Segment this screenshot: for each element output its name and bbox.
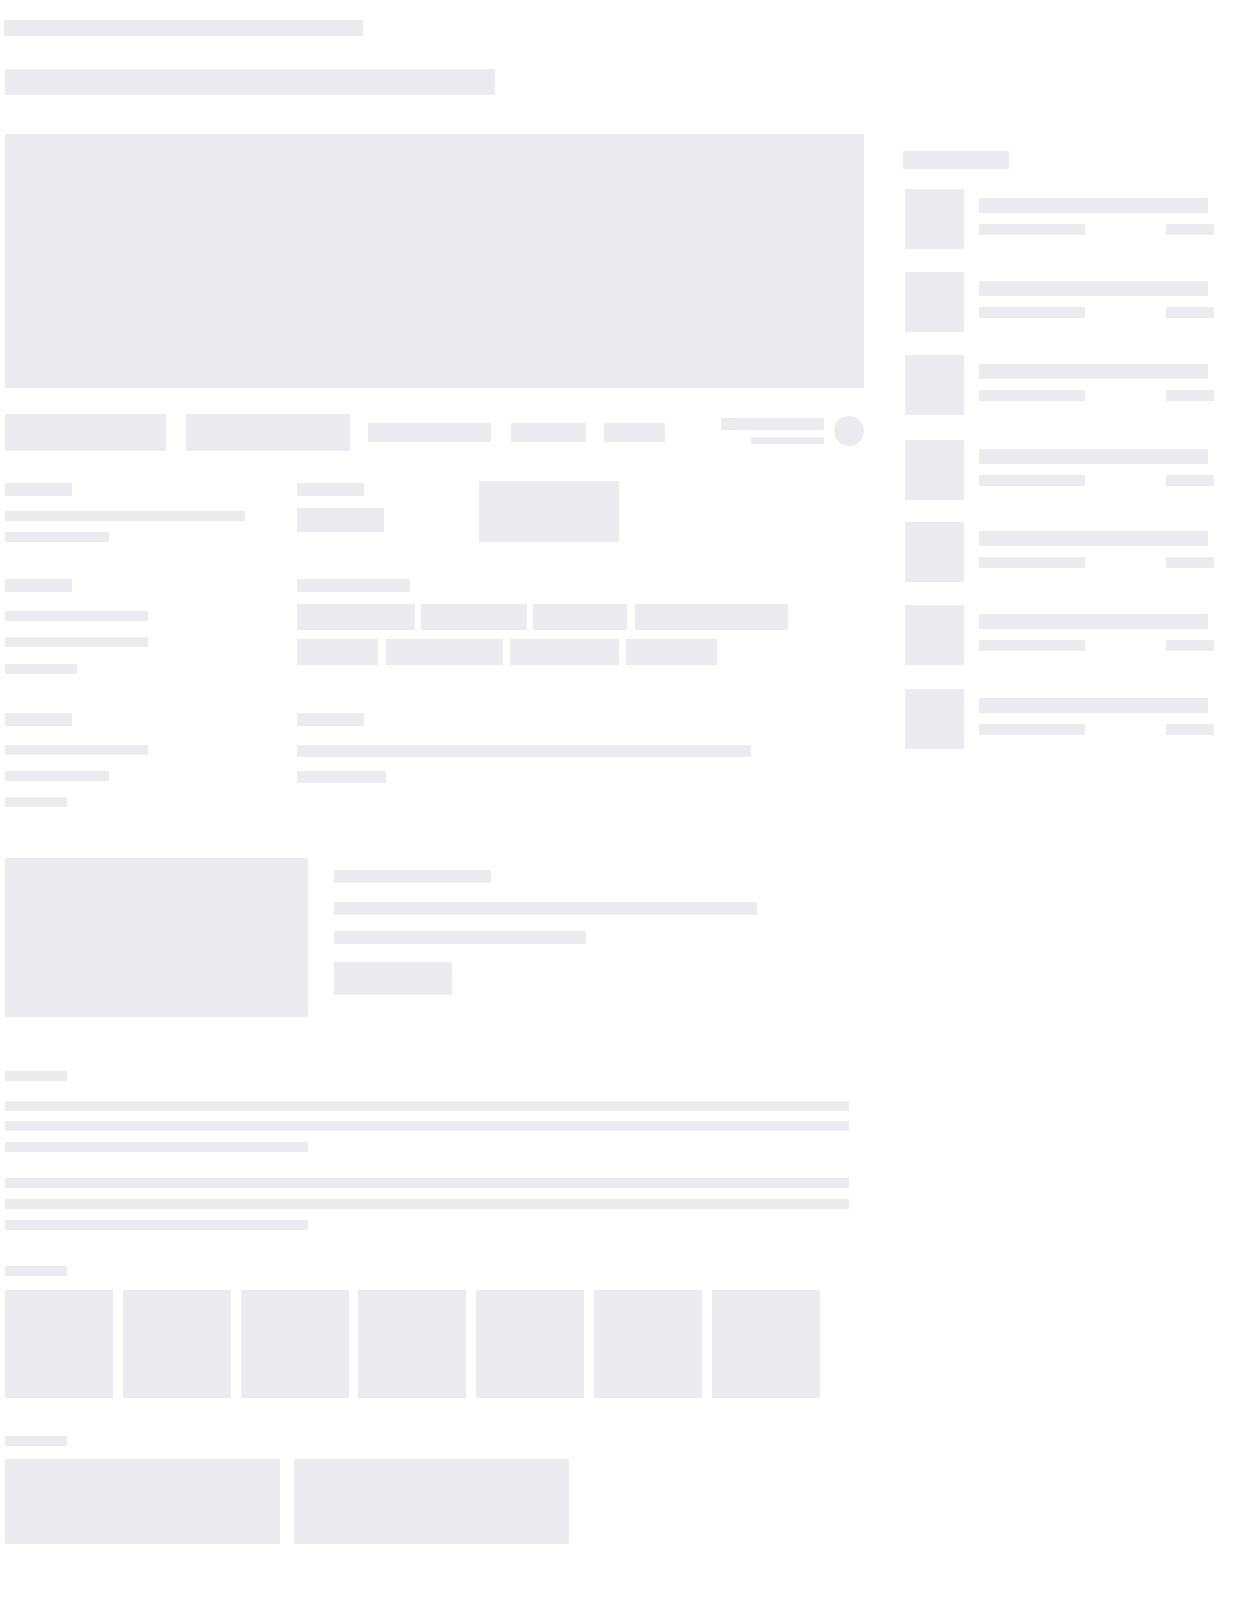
tile-placeholder	[358, 1290, 466, 1398]
action-link-placeholder	[368, 423, 491, 442]
paragraph-line-placeholder	[5, 1121, 849, 1131]
chip-placeholder	[635, 604, 788, 630]
paragraph-line-placeholder	[5, 1220, 308, 1230]
avatar-placeholder	[834, 416, 864, 446]
card-button-placeholder	[334, 962, 452, 995]
label-placeholder	[297, 579, 410, 592]
thumbnail-placeholder	[905, 605, 964, 665]
author-meta-placeholder	[751, 437, 824, 444]
tile-placeholder	[241, 1290, 349, 1398]
thumbnail-placeholder	[905, 272, 964, 332]
thumbnail-placeholder	[905, 355, 964, 415]
title-placeholder	[979, 364, 1208, 379]
chip-placeholder	[386, 639, 503, 665]
meta-placeholder	[979, 640, 1085, 651]
tile-placeholder	[594, 1290, 702, 1398]
tile-placeholder	[712, 1290, 820, 1398]
title-placeholder	[979, 614, 1208, 629]
text-placeholder	[5, 664, 77, 674]
bottom-card-placeholder	[294, 1459, 569, 1544]
paragraph-line-placeholder	[5, 1178, 849, 1188]
title-placeholder	[979, 449, 1208, 464]
meta-placeholder	[1166, 475, 1214, 486]
label-placeholder	[5, 579, 72, 592]
thumbnail-placeholder	[905, 522, 964, 582]
meta-placeholder	[979, 390, 1085, 401]
title-placeholder	[979, 698, 1208, 713]
thumbnail-placeholder	[905, 189, 964, 249]
meta-placeholder	[1166, 724, 1214, 735]
meta-placeholder	[1166, 390, 1214, 401]
meta-placeholder	[979, 307, 1085, 318]
text-placeholder	[5, 745, 148, 755]
thumbnail-placeholder	[905, 440, 964, 500]
action-button-placeholder	[5, 414, 166, 451]
meta-placeholder	[1166, 224, 1214, 235]
author-name-placeholder	[721, 418, 824, 430]
meta-placeholder	[1166, 307, 1214, 318]
title-placeholder	[979, 281, 1208, 296]
text-placeholder	[5, 511, 245, 521]
thumbnail-placeholder	[905, 689, 964, 749]
meta-placeholder	[979, 224, 1085, 235]
tile-placeholder	[5, 1290, 113, 1398]
title-placeholder	[979, 198, 1208, 213]
page-title-placeholder	[5, 69, 495, 95]
sidebar-heading-placeholder	[903, 151, 1009, 169]
label-placeholder	[5, 713, 72, 726]
paragraph-line-placeholder	[5, 1142, 308, 1152]
meta-placeholder	[1166, 640, 1214, 651]
card-text-placeholder	[334, 902, 757, 915]
paragraph-line-placeholder	[5, 1199, 849, 1209]
text-placeholder	[297, 771, 386, 783]
text-placeholder	[5, 797, 67, 807]
text-placeholder	[5, 637, 148, 647]
label-placeholder	[297, 713, 364, 726]
label-placeholder	[297, 483, 364, 496]
meta-placeholder	[979, 475, 1085, 486]
section-heading-placeholder	[5, 1436, 67, 1446]
chip-placeholder	[297, 639, 378, 665]
value-placeholder	[297, 508, 384, 532]
chip-placeholder	[297, 604, 415, 630]
breadcrumb-placeholder	[4, 20, 363, 36]
main-media-placeholder	[5, 134, 864, 388]
paragraph-line-placeholder	[5, 1101, 849, 1111]
chip-placeholder	[421, 604, 527, 630]
title-placeholder	[979, 531, 1208, 546]
text-placeholder	[297, 745, 751, 757]
section-heading-placeholder	[5, 1071, 67, 1081]
action-link-placeholder	[604, 423, 665, 442]
action-button-placeholder	[186, 414, 350, 451]
section-heading-placeholder	[5, 1266, 67, 1276]
chip-placeholder	[533, 604, 627, 630]
tile-placeholder	[123, 1290, 231, 1398]
bottom-card-placeholder	[5, 1459, 280, 1544]
box-placeholder	[479, 481, 619, 542]
text-placeholder	[5, 611, 148, 621]
meta-placeholder	[979, 557, 1085, 568]
text-placeholder	[5, 532, 109, 542]
label-placeholder	[5, 483, 72, 496]
meta-placeholder	[979, 724, 1085, 735]
action-link-placeholder	[511, 423, 586, 442]
chip-placeholder	[626, 639, 717, 665]
text-placeholder	[5, 771, 109, 781]
card-image-placeholder	[5, 858, 308, 1017]
meta-placeholder	[1166, 557, 1214, 568]
card-text-placeholder	[334, 931, 586, 944]
tile-placeholder	[476, 1290, 584, 1398]
chip-placeholder	[510, 639, 619, 665]
card-title-placeholder	[334, 870, 491, 883]
